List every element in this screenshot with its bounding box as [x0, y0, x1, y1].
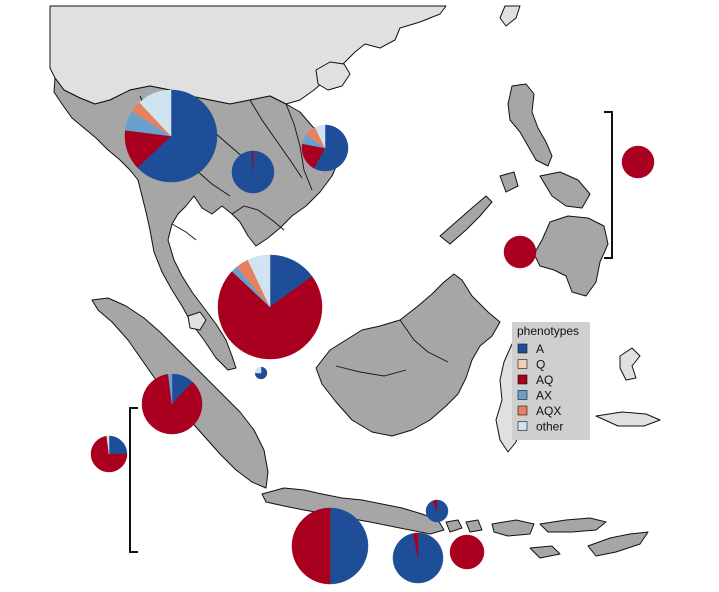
pie-lombok-slice-aq: [449, 534, 485, 570]
taiwan-island: [499, 5, 521, 27]
pie-philippines-west-slice-aq: [503, 235, 537, 269]
pie-vietnam-slice-a: [313, 124, 349, 172]
pie-sumatra: [141, 373, 203, 435]
luzon: [507, 83, 553, 167]
pie-thailand-east-slice-aq: [251, 150, 254, 173]
pie-myanmar: [124, 89, 218, 183]
pie-myanmar-slice-a: [137, 89, 218, 183]
pie-bali: [425, 499, 449, 523]
philippines-bracket: [604, 111, 613, 259]
legend-title: phenotypes: [517, 324, 579, 338]
legend-swatch-ax: [517, 390, 528, 400]
halmahera-island: [619, 347, 641, 381]
pie-singapore-slice-a: [254, 366, 268, 380]
legend-label-aqx: AQX: [536, 404, 561, 418]
lombok-island: [465, 519, 483, 533]
pie-bali-slice-aq: [432, 499, 438, 512]
borneo: [315, 273, 501, 437]
pie-philippines-east: [621, 145, 655, 179]
sumba-island: [529, 545, 561, 559]
pie-charts: [90, 89, 655, 585]
sumatra-bracket: [129, 407, 138, 553]
pie-java-west-slice-aq: [291, 507, 331, 585]
hainan-island: [315, 61, 351, 91]
legend-swatch-aq: [517, 374, 528, 385]
legend-label-q: Q: [536, 358, 545, 372]
mindoro: [499, 171, 519, 193]
flores-island: [539, 517, 607, 533]
pie-singapore-slice-other: [254, 366, 262, 374]
legend-label-ax: AX: [536, 389, 552, 403]
visayas: [539, 171, 591, 209]
pie-philippines-west: [503, 235, 537, 269]
bali-island: [445, 519, 463, 533]
pie-singapore: [254, 366, 268, 380]
pie-sumatra-west: [90, 435, 128, 473]
legend-label-other: other: [536, 420, 563, 434]
seram-island: [595, 411, 661, 427]
legend-label-a: A: [536, 342, 544, 356]
legend-swatch-q: [517, 359, 528, 369]
pie-sumatra-slice-ax: [167, 373, 173, 405]
legend-swatch-other: [517, 421, 528, 431]
pie-sumatra-west-slice-aq: [90, 435, 128, 473]
pie-java-east: [392, 532, 444, 584]
pie-sumatra-west-slice-other: [106, 435, 110, 455]
pie-java-west-slice-a: [329, 507, 369, 585]
pie-java-west: [291, 507, 369, 585]
pie-philippines-east-slice-aq: [621, 145, 655, 179]
pie-sumatra-slice-aq: [141, 373, 203, 435]
legend-label-aq: AQ: [536, 373, 553, 387]
pie-vietnam: [301, 124, 349, 172]
sumbawa-island: [491, 519, 535, 537]
pie-lombok: [449, 534, 485, 570]
timor-island: [587, 531, 649, 557]
pie-malay-peninsula-slice-a: [269, 254, 313, 308]
palawan: [439, 195, 493, 245]
pie-thailand-east: [231, 150, 275, 194]
indochina: [53, 77, 339, 371]
pie-malay-peninsula: [217, 254, 323, 360]
inland-lake: [187, 311, 207, 331]
legend-swatch-a: [517, 343, 528, 354]
pie-malay-peninsula-slice-other: [247, 254, 271, 308]
mindanao: [533, 215, 609, 297]
java: [261, 487, 445, 535]
land-layer: [49, 5, 661, 559]
pie-vietnam-slice-other: [314, 124, 326, 149]
pie-malay-peninsula-slice-aq: [217, 271, 323, 360]
legend-swatch-aqx: [517, 405, 528, 416]
pie-java-east-slice-aq: [413, 532, 419, 559]
pie-myanmar-slice-other: [139, 89, 172, 137]
